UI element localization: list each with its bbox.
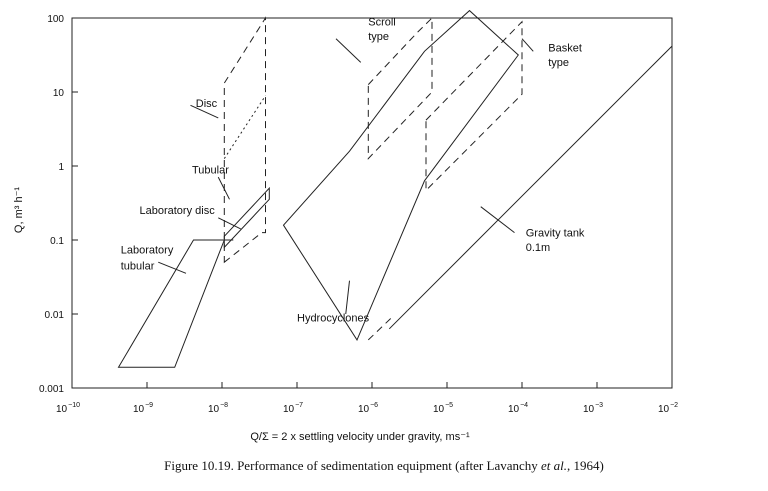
caption-italic: et al. — [541, 458, 568, 473]
x-tick-label-2: 10−8 — [208, 402, 228, 415]
annotation-lab-disc: Laboratory disc — [140, 205, 216, 217]
series-gravity-tank-0-1m — [388, 45, 673, 330]
annotation-lab-tub-l2: tubular — [121, 261, 155, 273]
sedimentation-chart: 10−10 10−9 10−8 10−7 10−6 10−5 10−4 10−3 10−2 0.0… — [13, 9, 678, 443]
series-tubular — [223, 186, 270, 249]
leader-line-7 — [345, 280, 350, 315]
x-tick-label-8: 10−2 — [658, 402, 678, 415]
annotation-gravity-l2: 0.1m — [526, 242, 550, 254]
axis-ticks: 10−10 10−9 10−8 10−7 10−6 10−5 10−4 10−3 10−2 0.0… — [39, 14, 678, 415]
annotation-basket-l2: type — [548, 57, 569, 69]
x-tick-label-1: 10−9 — [133, 402, 153, 415]
y-tick-label-5: 100 — [47, 14, 64, 25]
leader-line-6 — [480, 206, 515, 233]
leader-line-0 — [190, 104, 219, 119]
y-tick-label-2: 0.1 — [50, 236, 64, 247]
annotation-scroll-l1: Scroll — [368, 16, 396, 28]
leader-line-2 — [218, 217, 241, 230]
series-scroll-type — [367, 16, 433, 160]
series-hydrocyclones — [282, 9, 519, 341]
x-tick-label-0: 10−10 — [56, 402, 80, 415]
series-basket-type — [425, 20, 523, 192]
annotation-tubular: Tubular — [192, 164, 229, 176]
chart-annotations: Scroll type Basket type Disc Tubular Laborator… — [121, 16, 585, 324]
y-tick-label-4: 10 — [53, 88, 65, 99]
leader-line-5 — [521, 38, 534, 52]
chart-series — [117, 9, 673, 368]
annotation-hydro: Hydrocyclones — [297, 312, 370, 324]
leader-line-1 — [217, 176, 230, 200]
annotation-gravity-l1: Gravity tank — [526, 227, 585, 239]
x-tick-label-6: 10−4 — [508, 402, 528, 415]
series-disc — [223, 16, 266, 264]
label-leaders — [158, 38, 534, 315]
annotation-lab-tub-l1: Laboratory — [121, 244, 174, 256]
series-gravity-tank-0-1m-ext- — [367, 317, 392, 341]
caption-suffix: , 1964) — [567, 458, 604, 473]
caption-prefix: Figure 10.19. Performance of sedimentati… — [164, 458, 542, 473]
y-tick-label-1: 0.01 — [45, 310, 65, 321]
plot-frame — [71, 17, 673, 389]
leader-line-4 — [335, 38, 362, 63]
x-axis-label: Q/Σ = 2 x settling velocity under gravit… — [250, 431, 470, 443]
x-tick-label-7: 10−3 — [583, 402, 603, 415]
x-tick-label-3: 10−7 — [283, 402, 303, 415]
leader-line-3 — [158, 261, 187, 274]
annotation-disc: Disc — [196, 98, 218, 110]
series-laboratory-tubular — [117, 239, 226, 368]
y-axis-label: Q, m³ h⁻¹ — [13, 187, 25, 233]
annotation-basket-l1: Basket — [548, 42, 582, 54]
x-tick-label-5: 10−5 — [433, 402, 453, 415]
figure-caption: Figure 10.19. Performance of sedimentati… — [0, 458, 768, 474]
annotation-scroll-l2: type — [368, 31, 389, 43]
x-tick-label-4: 10−6 — [358, 402, 378, 415]
y-tick-label-0: 0.001 — [39, 384, 64, 395]
y-tick-label-3: 1 — [58, 162, 64, 173]
series-disc-inner- — [223, 95, 266, 159]
